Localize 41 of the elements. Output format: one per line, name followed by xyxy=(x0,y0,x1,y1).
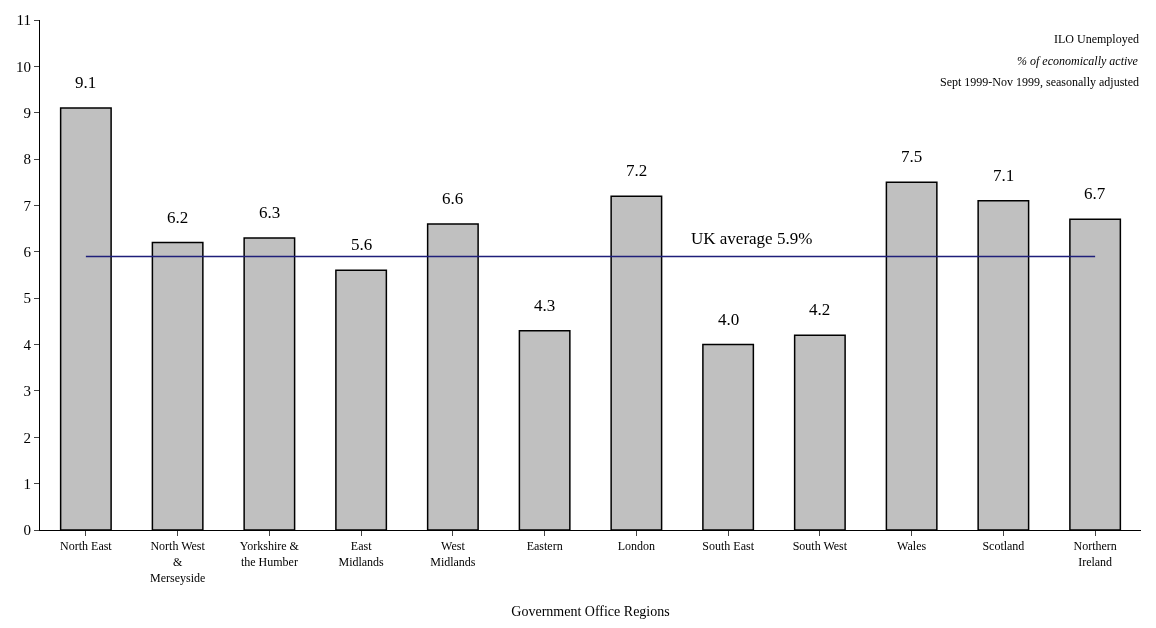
x-tick-label: East Midlands xyxy=(338,539,385,569)
data-label: 6.3 xyxy=(259,203,281,222)
data-label: 4.0 xyxy=(718,310,740,329)
data-label: 6.2 xyxy=(167,208,189,227)
y-tick-label: 4 xyxy=(23,336,32,353)
y-tick-label: 11 xyxy=(16,12,31,29)
y-tick-label: 3 xyxy=(23,383,31,400)
y-tick-label: 9 xyxy=(23,104,31,121)
data-label: 7.1 xyxy=(993,166,1015,185)
data-label: 6.7 xyxy=(1084,184,1106,203)
data-label: 5.6 xyxy=(351,235,373,254)
x-tick-label: Wales xyxy=(897,539,927,554)
y-tick-label: 1 xyxy=(23,475,31,492)
x-tick-label: Yorkshire & the Humber xyxy=(239,539,300,569)
data-label: 9.1 xyxy=(75,73,97,92)
x-axis-title: Government Office Regions xyxy=(511,603,670,619)
ref-line-label: UK average 5.9% xyxy=(691,229,813,248)
y-tick-label: 8 xyxy=(23,151,31,168)
x-tick-label: Scotland xyxy=(982,539,1025,554)
x-tick-label: North East xyxy=(60,539,113,554)
y-tick-label: 10 xyxy=(16,58,31,75)
x-tick-label: South West xyxy=(792,539,848,554)
data-label: 4.2 xyxy=(809,300,831,319)
data-label: 4.3 xyxy=(534,296,556,315)
x-tick-label: Northern Ireland xyxy=(1073,539,1117,569)
x-tick-label: South East xyxy=(702,539,755,554)
y-tick-label: 7 xyxy=(23,197,32,214)
data-label: 7.5 xyxy=(901,147,923,166)
x-tick-label: London xyxy=(617,539,656,554)
annotation: Sept 1999-Nov 1999, seasonally adjusted xyxy=(940,75,1139,89)
x-tick-label: West Midlands xyxy=(430,539,476,569)
y-tick-label: 6 xyxy=(23,244,32,261)
x-tick-label: Eastern xyxy=(526,539,563,554)
annotation: ILO Unemployed xyxy=(1054,32,1139,46)
data-label: 6.6 xyxy=(442,189,464,208)
y-tick-label: 2 xyxy=(23,429,31,446)
x-tick-label: North West & Merseyside xyxy=(149,539,206,585)
data-label: 7.2 xyxy=(626,161,648,180)
annotation: % of economically active xyxy=(1017,54,1139,68)
y-tick-label: 0 xyxy=(23,522,31,539)
y-tick-label: 5 xyxy=(23,290,31,307)
